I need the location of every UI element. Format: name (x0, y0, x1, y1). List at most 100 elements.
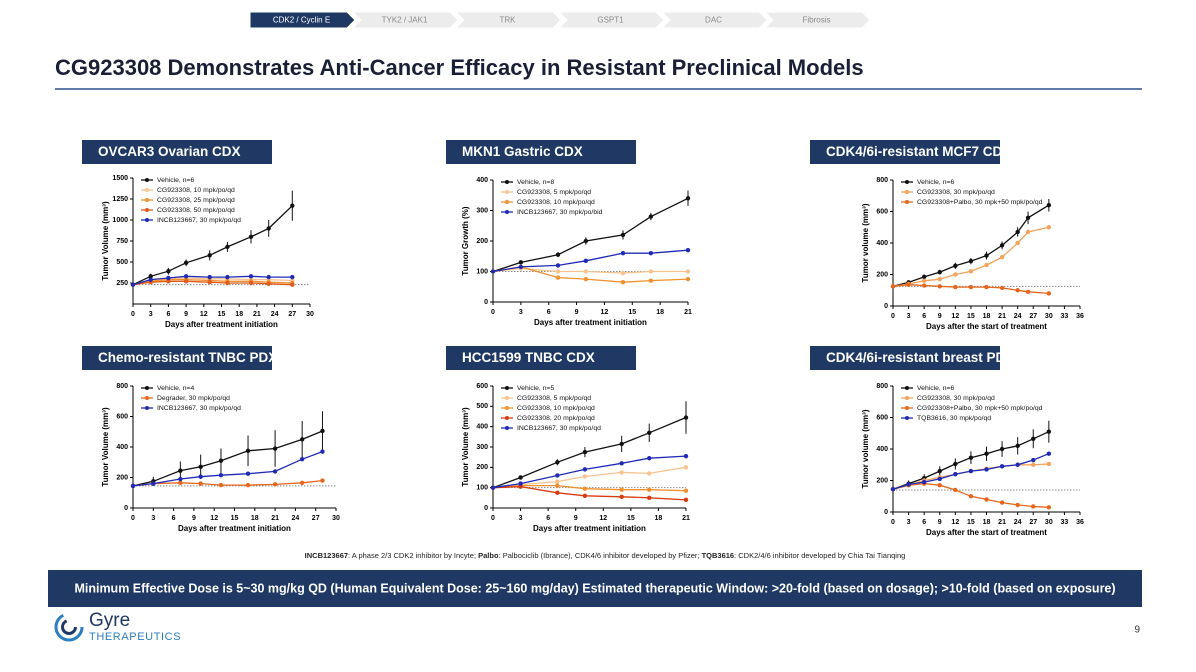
data-point (953, 284, 958, 290)
x-tick-label: 3 (907, 313, 911, 320)
footnote-term: INCB123667 (305, 551, 348, 560)
y-tick-label: 300 (476, 207, 488, 214)
y-axis-label: Tumor Volume (mm³) (101, 407, 110, 487)
data-point (183, 260, 189, 266)
legend-label: CG923308, 5 mpk/po/qd (517, 395, 591, 402)
data-point (1015, 443, 1020, 449)
banner-box (48, 570, 1142, 607)
y-tick-label: 0 (484, 299, 488, 306)
x-tick-label: 6 (547, 309, 551, 316)
data-point (148, 277, 153, 282)
data-point (178, 480, 183, 486)
panel-title: MKN1 Gastric CDX (462, 144, 583, 159)
data-point (582, 493, 588, 498)
x-tick-label: 15 (231, 515, 239, 522)
data-point (906, 482, 911, 487)
y-tick-label: 600 (476, 383, 488, 390)
data-point (166, 275, 171, 281)
data-point (999, 243, 1005, 248)
legend-label: CG923308, 10 mpk/po/qd (517, 405, 595, 412)
data-point (968, 284, 974, 290)
legend-marker (145, 386, 149, 390)
legend-marker (145, 208, 149, 212)
data-point (937, 284, 942, 289)
x-tick-label: 30 (1045, 313, 1053, 320)
data-point (290, 274, 295, 280)
y-tick-label: 200 (876, 271, 888, 278)
x-tick-label: 9 (938, 313, 942, 320)
legend-label: INCB123667, 30 mpk/po/qd (157, 217, 241, 224)
legend-marker (505, 180, 509, 184)
data-point (555, 275, 561, 280)
footnote: INCB123667: A phase 2/3 CDK2 inhibitor b… (305, 551, 906, 560)
y-tick-label: 100 (476, 268, 488, 275)
footnote-text: : CDK2/4/6 inhibitor developed by Chia T… (734, 551, 905, 560)
data-point (620, 279, 626, 285)
nav-tab (351, 11, 459, 29)
x-tick-label: 15 (628, 309, 636, 316)
data-point (685, 276, 691, 282)
data-point (166, 269, 171, 274)
data-point (218, 482, 224, 488)
data-point (166, 279, 171, 284)
data-point (583, 238, 589, 244)
x-tick-label: 21 (998, 313, 1006, 320)
data-point (290, 203, 295, 208)
data-point (198, 481, 203, 486)
data-point (1025, 229, 1031, 235)
x-tick-label: 30 (306, 311, 314, 318)
data-point (518, 481, 523, 486)
data-point (619, 494, 624, 500)
legend-marker (505, 406, 509, 410)
y-tick-label: 800 (876, 177, 888, 184)
data-point (648, 214, 654, 219)
x-tick-label: 12 (200, 311, 208, 318)
legend-marker (905, 180, 909, 184)
data-point (968, 258, 974, 264)
legend-label: Vehicle, n=6 (917, 179, 954, 186)
data-point (890, 486, 896, 492)
nav-tab-label: GSPT1 (597, 16, 624, 25)
x-tick-label: 3 (151, 515, 155, 522)
data-point (937, 483, 942, 488)
x-tick-label: 6 (922, 519, 926, 526)
data-point (984, 284, 989, 290)
series-line (132, 450, 323, 487)
legend-marker (505, 426, 509, 430)
data-point (555, 263, 561, 268)
y-tick-label: 600 (876, 208, 888, 215)
data-point (151, 481, 156, 486)
x-axis-label: Days after treatment initiation (178, 524, 291, 533)
y-tick-label: 100 (476, 485, 488, 492)
data-point (619, 461, 624, 466)
legend-label: CG923308+Palbo, 30 mpk+50 mpk/po/qd (917, 405, 1043, 412)
nav-tab-label: TYK2 / JAK1 (382, 16, 428, 25)
data-point (685, 247, 691, 253)
data-point (490, 485, 496, 490)
data-point (245, 471, 251, 476)
data-point (245, 482, 251, 488)
data-point (620, 232, 626, 238)
data-point (984, 253, 989, 258)
y-axis-label: Tumor volume (mm³) (861, 203, 870, 282)
data-point (518, 484, 523, 489)
x-tick-label: 27 (1029, 313, 1037, 320)
data-point (183, 274, 189, 279)
data-point (1031, 462, 1036, 467)
x-tick-label: 15 (627, 515, 635, 522)
nav-tab (557, 11, 665, 29)
data-point (1046, 225, 1052, 230)
x-tick-label: 9 (574, 515, 578, 522)
slide-title: CG923308 Demonstrates Anti-Cancer Effica… (55, 55, 864, 80)
y-tick-label: 1500 (112, 175, 128, 182)
legend-marker (505, 210, 509, 214)
x-tick-label: 24 (1014, 519, 1022, 526)
banner-text: Minimum Effective Dose is 5~30 mg/kg QD … (74, 581, 1115, 595)
data-point (490, 269, 496, 274)
data-point (272, 482, 278, 487)
data-point (619, 441, 624, 447)
x-tick-label: 36 (1076, 519, 1084, 526)
x-axis-label: Days after the start of treatment (926, 322, 1047, 331)
data-point (683, 488, 689, 493)
